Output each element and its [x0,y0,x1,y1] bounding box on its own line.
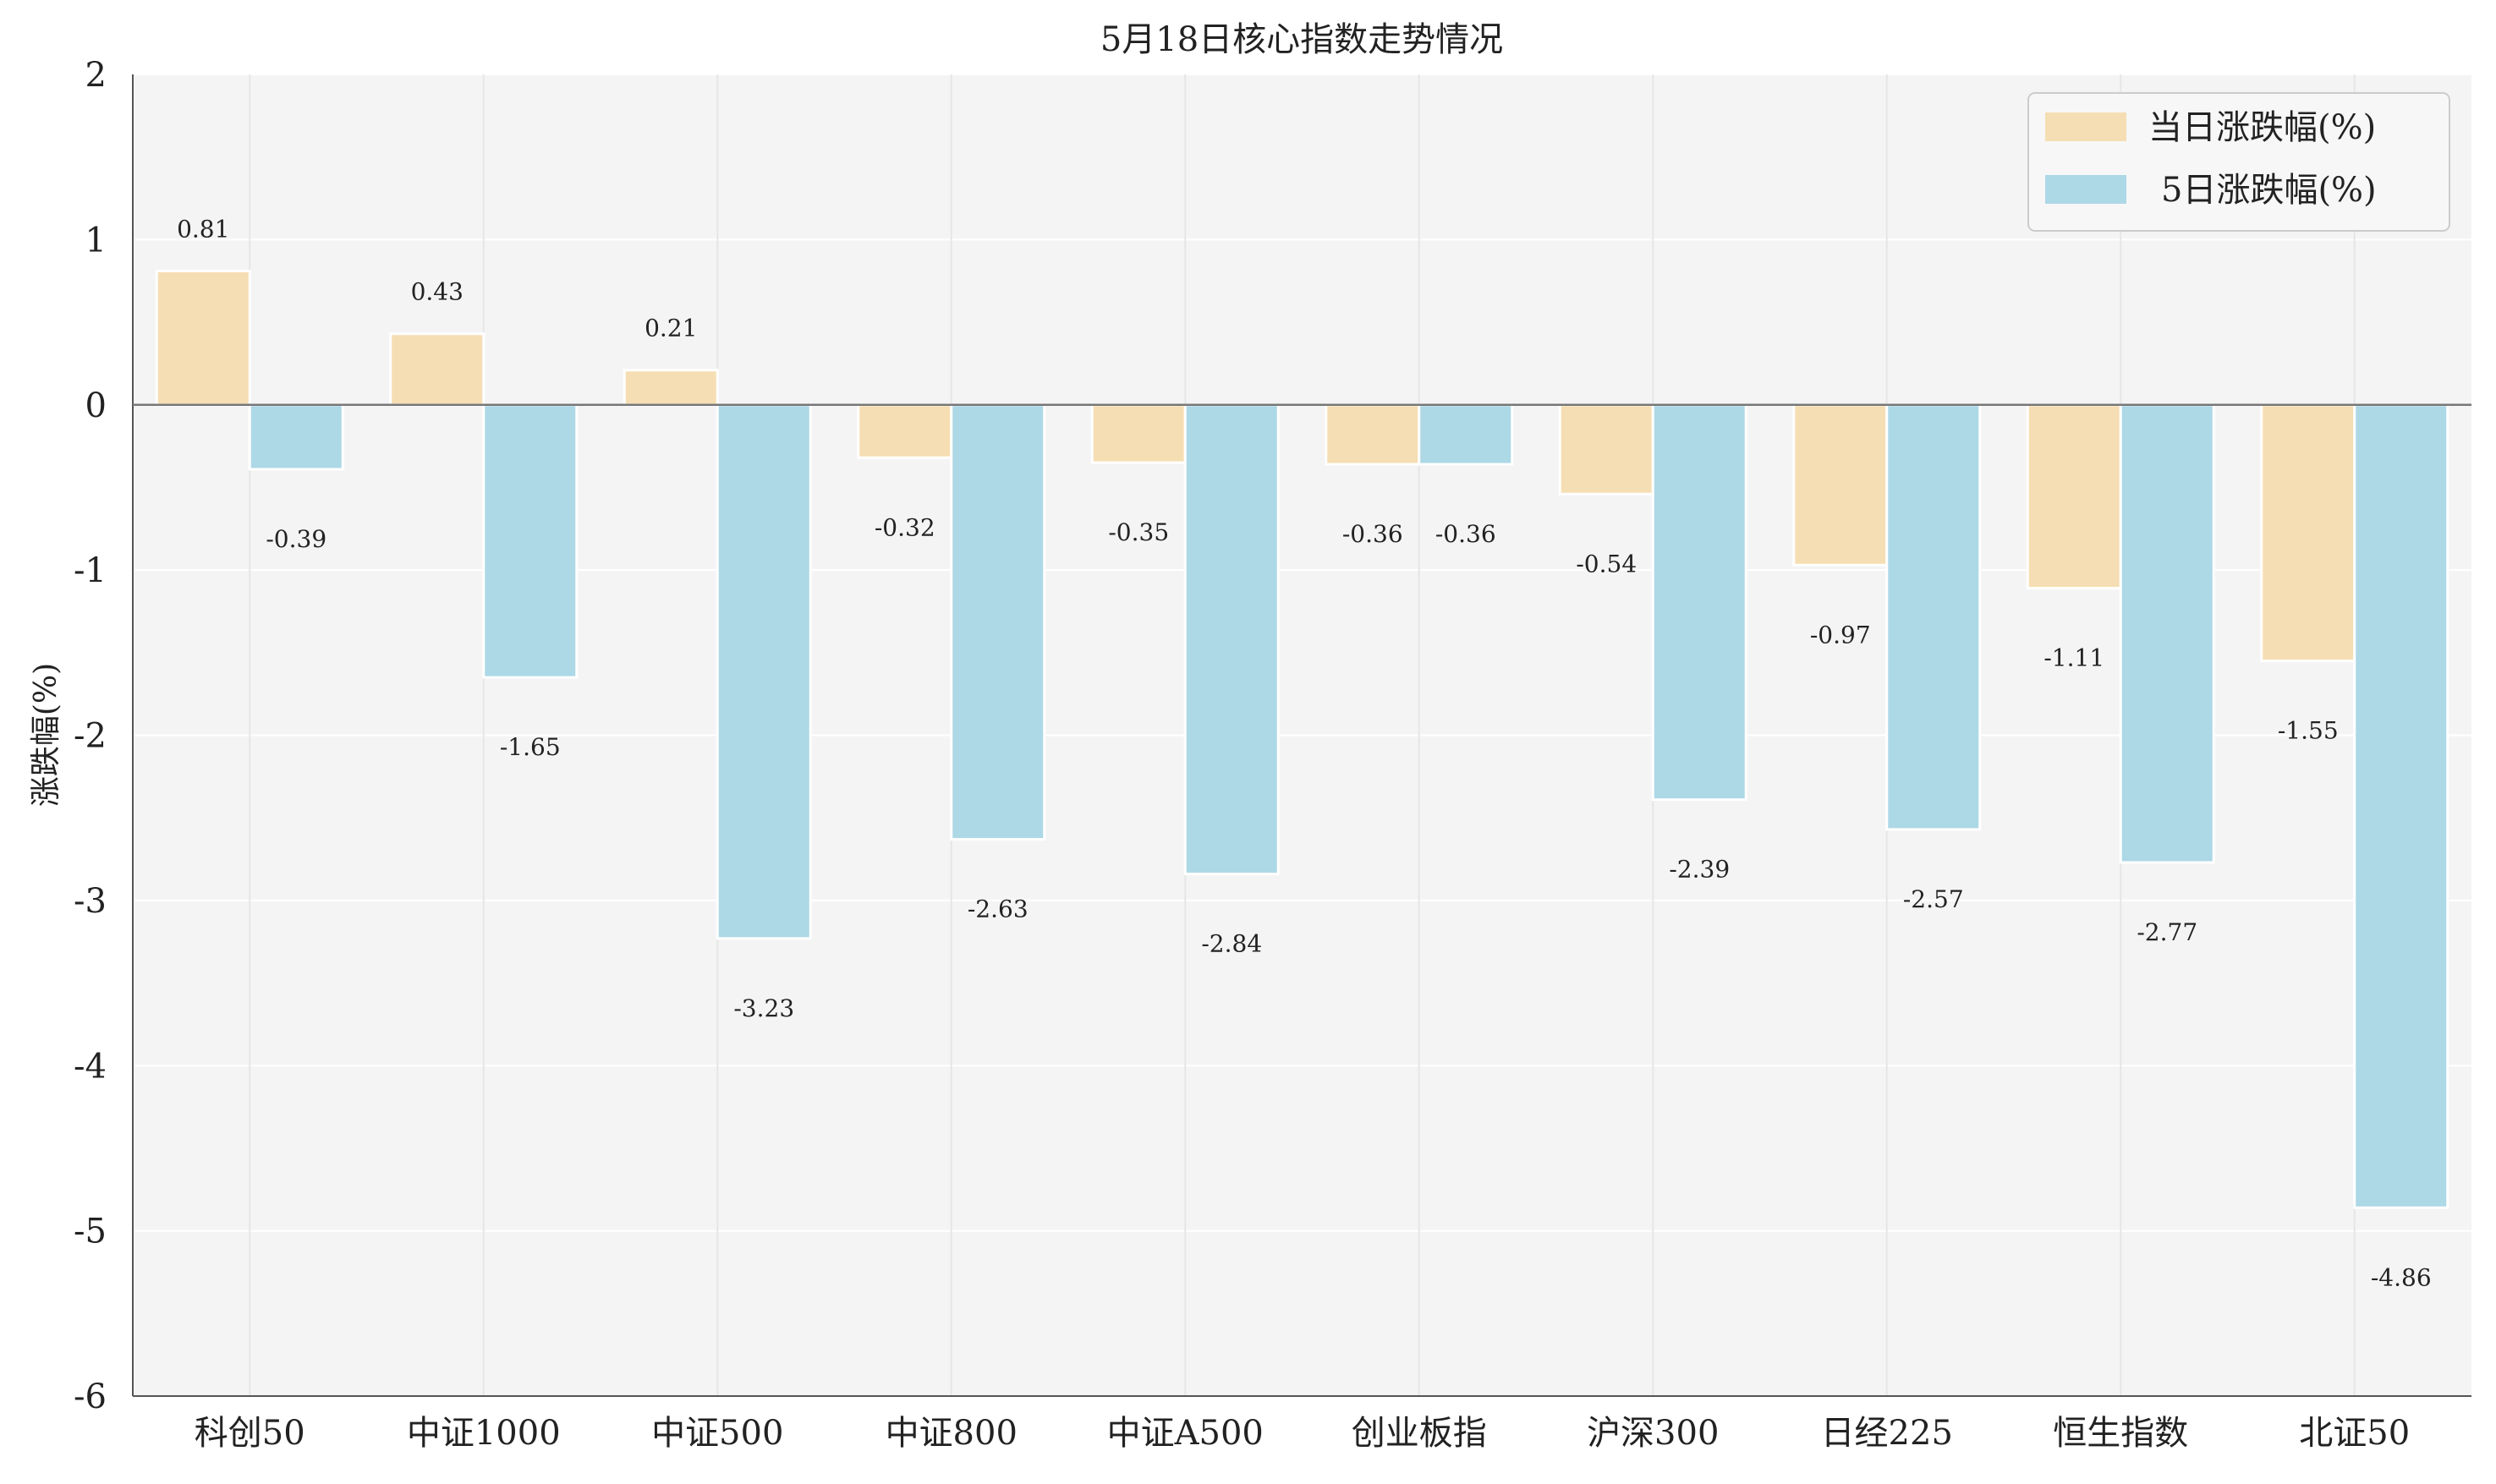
data-label-5day: -3.23 [733,994,794,1022]
x-tick-label: 恒生指数 [2053,1414,2188,1453]
data-label-daily: 0.81 [177,215,229,243]
bar-daily [1792,403,1889,567]
chart-title: 5月18日核心指数走势情况 [1100,20,1503,59]
data-label-5day: -2.39 [1669,856,1730,884]
bar-5day [1651,403,1747,802]
legend-swatch-daily [2045,112,2126,141]
bar-5day [1885,403,1982,831]
data-label-5day: -2.77 [2137,918,2197,946]
bar-5day [248,403,344,471]
bar-5day [1418,403,1514,466]
y-tick-label: 2 [85,56,107,95]
x-tick-label: 日经225 [1821,1414,1953,1453]
x-tick-label: 中证800 [886,1414,1018,1453]
x-tick-label: 中证A500 [1107,1414,1264,1453]
bar-daily [2026,403,2122,590]
x-tick-label: 北证50 [2299,1414,2410,1453]
bar-daily [2260,403,2356,663]
data-label-5day: -2.63 [968,895,1029,923]
legend-label-5day: 5日涨跌幅(%) [2161,171,2377,210]
data-label-daily: -0.35 [1108,518,1169,546]
data-label-5day: -1.65 [500,733,561,761]
bar-5day [2353,403,2449,1209]
y-tick-label: -4 [74,1047,107,1086]
tick-labels: 2 1 0 -1 -2 -3 -4 -5 -6 科创50 中证1000 中证500 中证800 中证A50… [74,56,2410,1453]
y-tick-label: -1 [74,551,107,590]
bars [155,269,2449,1209]
data-label-daily: -1.11 [2043,644,2104,672]
bar-5day [716,403,812,940]
y-tick-label: 1 [85,221,107,260]
x-tick-label: 科创50 [195,1414,305,1453]
y-tick-label: 0 [85,386,107,425]
bar-daily [857,403,953,459]
bar-daily [155,269,251,407]
data-labels: 0.81 0.43 0.21 -0.32 -0.35 -0.36 -0.54 -0.97 -1.… [177,215,2432,1291]
x-tick-label: 创业板指 [1352,1414,1487,1453]
bar-daily [389,332,485,407]
bar-daily [623,369,719,407]
data-label-5day: -0.36 [1435,520,1496,548]
legend-swatch-5day [2045,175,2126,204]
legend: 当日涨跌幅(%) 5日涨跌幅(%) [2027,92,2450,232]
y-axis-label: 涨跌幅(%) [29,663,63,807]
data-label-daily: -0.36 [1342,520,1403,548]
x-tick-label: 中证500 [651,1414,783,1453]
data-label-daily: -1.55 [2278,717,2339,745]
bar-5day [1183,403,1280,876]
x-tick-label: 沪深300 [1587,1414,1719,1453]
y-tick-label: -6 [74,1377,107,1416]
data-label-5day: -4.86 [2371,1263,2432,1291]
data-label-5day: -0.39 [266,525,326,553]
bar-daily [1558,403,1654,496]
x-tick-label: 中证1000 [407,1414,561,1453]
bar-daily [1090,403,1187,464]
legend-box [2027,92,2450,232]
legend-label-daily: 当日涨跌幅(%) [2148,108,2376,147]
bar-5day [950,403,1046,841]
bar-5day [482,403,579,679]
bar-5day [2119,403,2215,864]
data-label-daily: 0.43 [411,278,464,306]
data-label-daily: 0.21 [645,315,697,342]
bar-daily [1325,403,1421,466]
y-tick-label: -5 [74,1213,107,1251]
data-label-5day: -2.57 [1903,885,1964,913]
y-tick-label: -2 [74,717,107,756]
y-tick-label: -3 [74,882,107,921]
data-label-daily: -0.97 [1810,621,1871,649]
data-label-daily: -0.54 [1576,550,1637,578]
data-label-5day: -2.84 [1201,930,1262,958]
data-label-daily: -0.32 [875,513,935,541]
axes [132,74,2471,1397]
